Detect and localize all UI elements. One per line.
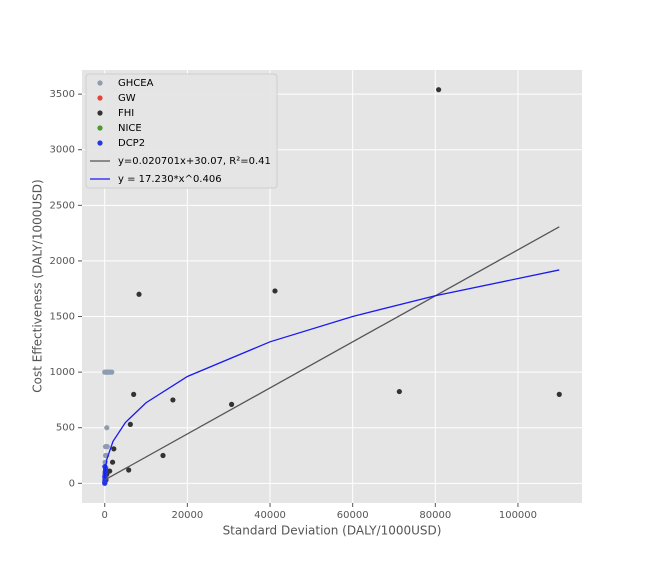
point [396,388,402,395]
legend-box [85,73,278,189]
y-tick-label: 2000 [50,256,75,267]
legend-label: DCP2 [118,138,145,149]
legend-marker [97,80,103,86]
legend-label: GHCEA [118,78,154,89]
point [228,401,235,407]
x-tick-label: 20000 [171,510,203,521]
x-axis-label: Standard Deviation (DALY/1000USD) [223,524,442,538]
fit-line [104,269,560,479]
y-tick-label: 3000 [50,145,75,156]
legend-label: FHI [118,108,134,119]
legend-marker [97,140,103,146]
y-tick-label: 3500 [50,89,75,100]
point [104,425,110,431]
point [109,459,116,465]
point [170,397,176,403]
y-tick-label: 1000 [50,367,75,378]
x-tick-label: 60000 [337,510,369,521]
legend-marker [97,110,103,116]
x-tick-label: 100000 [499,510,537,521]
point [436,87,442,93]
point [102,476,108,482]
legend-marker [97,125,103,131]
point [126,467,132,473]
point [127,421,133,427]
x-tick-label: 40000 [254,510,286,521]
point [104,444,110,450]
point [109,369,115,375]
point [131,391,137,397]
point [272,288,278,294]
x-tick-label: 80000 [419,510,451,521]
legend-label: GW [118,93,136,104]
fit-line [104,226,560,481]
legend-marker [97,95,103,101]
y-tick-label: 0 [69,478,75,489]
y-tick-label: 2500 [50,200,75,211]
y-axis-label: Cost Effectiveness (DALY/1000USD) [31,179,45,392]
y-tick-label: 1500 [50,312,75,323]
legend-label: y=0.020701x+30.07, R²=0.41 [118,156,271,167]
y-tick-label: 500 [56,423,75,434]
legend-label: NICE [118,123,142,134]
legend-label: y = 17.230*x^0.406 [118,174,222,185]
point [556,391,562,397]
point [111,446,117,452]
x-tick-label: 0 [102,510,108,521]
point [160,452,166,459]
point [136,291,142,297]
